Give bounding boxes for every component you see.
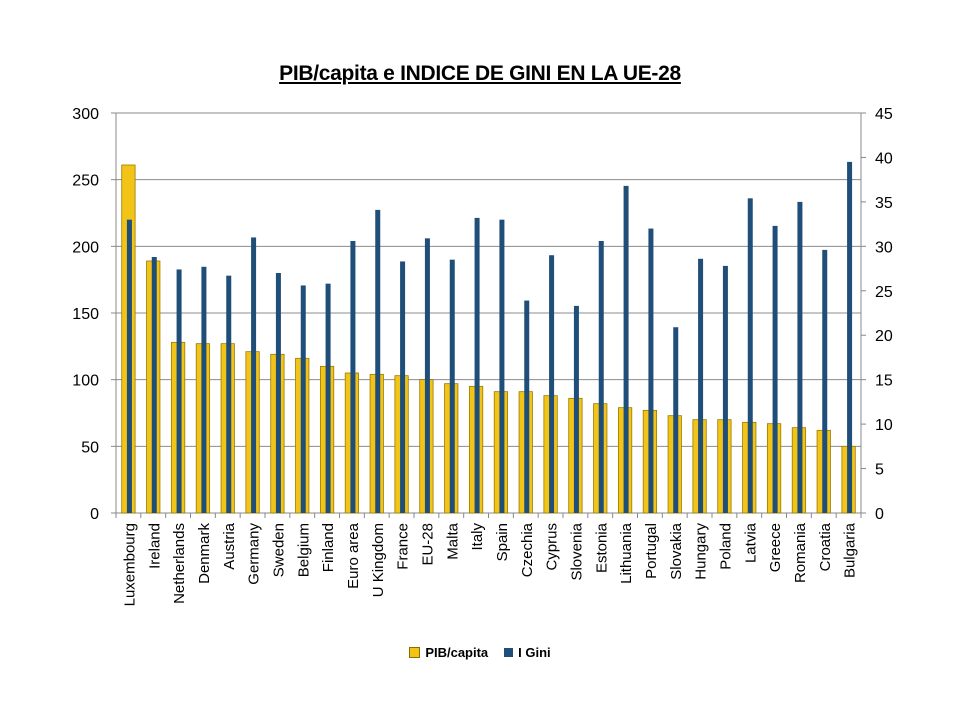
bar-gini-17 [549, 255, 555, 513]
x-axis-category-label: Slovenia [568, 522, 585, 580]
x-axis-category-label: Bulgaria [842, 522, 859, 578]
bar-gini-7 [300, 285, 306, 513]
chart-legend: PIB/capita I Gini [0, 645, 960, 660]
bar-gini-28 [822, 249, 828, 513]
x-axis-category-label: Spain [494, 523, 511, 561]
legend-swatch-pib [409, 647, 421, 658]
bar-gini-29 [847, 161, 853, 513]
bar-gini-9 [350, 241, 356, 513]
x-axis-category-label: Czechia [519, 522, 536, 577]
x-axis-category-label: Austria [221, 522, 238, 569]
right-axis-tick-label: 10 [875, 417, 893, 434]
x-axis-category-label: Croatia [817, 522, 834, 571]
x-axis-category-label: Lithuania [618, 522, 635, 584]
bar-gini-24 [722, 265, 728, 513]
bar-gini-21 [648, 228, 654, 514]
bar-gini-16 [524, 300, 530, 513]
legend-item-pib: PIB/capita [409, 645, 488, 660]
x-axis-category-label: Malta [444, 522, 461, 559]
x-axis-category-label: Estonia [593, 522, 610, 573]
x-axis-category-label: Sweden [270, 523, 287, 577]
left-axis-tick-label: 0 [90, 506, 99, 523]
right-axis-tick-label: 40 [875, 150, 893, 167]
bar-gini-4 [226, 275, 232, 513]
x-axis-category-label: Euro area [345, 522, 362, 589]
bar-gini-1 [151, 257, 157, 513]
bar-gini-22 [673, 327, 679, 513]
bar-gini-19 [598, 241, 604, 513]
bar-gini-15 [499, 219, 505, 513]
x-axis-category-label: EU-28 [419, 523, 436, 566]
bar-gini-5 [251, 237, 257, 513]
legend-item-gini: I Gini [504, 645, 551, 660]
right-axis-tick-label: 35 [875, 195, 893, 212]
x-axis-category-label: Italy [469, 523, 486, 551]
bar-gini-23 [698, 258, 704, 513]
bar-gini-13 [449, 259, 455, 513]
legend-label-pib: PIB/capita [425, 645, 489, 660]
right-axis-tick-label: 0 [875, 506, 884, 523]
legend-swatch-gini [504, 648, 514, 657]
x-axis-category-label: France [395, 523, 412, 570]
bar-gini-26 [772, 225, 778, 513]
x-axis-category-label: Hungary [693, 523, 710, 580]
x-axis-category-label: Ireland [146, 523, 163, 569]
x-axis-category-label: Luxembourg [121, 523, 138, 606]
bar-gini-10 [375, 209, 381, 513]
left-axis-tick-label: 100 [72, 373, 99, 390]
right-axis-tick-label: 25 [875, 284, 893, 301]
x-axis-category-label: Netherlands [171, 523, 188, 604]
x-axis-category-label: Cyprus [544, 523, 561, 571]
left-axis-tick-label: 300 [72, 106, 99, 123]
right-axis-tick-label: 30 [875, 239, 893, 256]
bar-gini-27 [797, 201, 803, 513]
x-axis-category-label: Greece [767, 523, 784, 572]
right-axis-tick-label: 5 [875, 462, 884, 479]
bar-gini-12 [424, 238, 430, 514]
legend-label-gini: I Gini [518, 645, 551, 660]
bar-gini-18 [573, 305, 579, 513]
x-axis-category-label: Poland [717, 523, 734, 570]
bar-gini-8 [325, 283, 331, 513]
x-axis-category-label: Germany [246, 523, 263, 585]
left-axis-tick-label: 250 [72, 173, 99, 190]
bar-gini-2 [176, 269, 182, 513]
chart-title: PIB/capita e INDICE DE GINI EN LA UE-28 [279, 62, 681, 85]
right-axis-tick-label: 45 [875, 106, 893, 123]
x-axis-category-label: Finland [320, 523, 337, 572]
bar-gini-25 [747, 198, 753, 514]
x-axis-category-label: Latvia [742, 522, 759, 563]
bar-gini-3 [201, 266, 207, 513]
x-axis-category-label: Slovakia [668, 522, 685, 579]
bar-gini-14 [474, 217, 480, 513]
right-axis-tick-label: 15 [875, 373, 893, 390]
x-axis-category-label: Romania [792, 522, 809, 583]
bar-gini-20 [623, 185, 629, 513]
bar-gini-6 [275, 273, 281, 513]
right-axis-tick-label: 20 [875, 328, 893, 345]
left-axis-tick-label: 200 [72, 239, 99, 256]
left-axis-tick-label: 150 [72, 306, 99, 323]
x-axis-category-label: Portugal [643, 523, 660, 579]
left-axis-tick-label: 50 [81, 439, 99, 456]
x-axis-category-label: U Kingdom [370, 523, 387, 597]
bar-gini-0 [126, 219, 132, 513]
x-axis-category-label: Belgium [295, 523, 312, 577]
bar-gini-11 [400, 261, 406, 513]
x-axis-category-label: Denmark [196, 523, 213, 584]
